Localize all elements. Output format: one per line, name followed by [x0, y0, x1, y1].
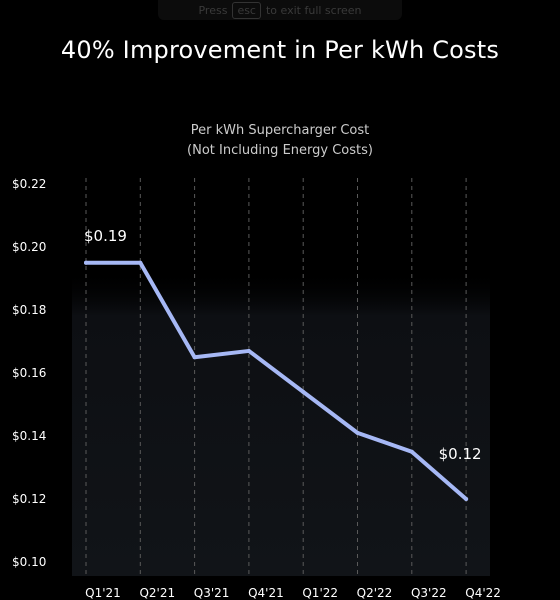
- x-axis-ticks: Q1'21 Q2'21 Q3'21 Q4'21 Q1'22 Q2'22 Q3'22 Q4'22: [85, 586, 501, 600]
- y-tick-label: $0.18: [12, 303, 46, 317]
- x-tick-label: Q1'21: [85, 586, 121, 600]
- data-point: [301, 389, 306, 394]
- slide-title: 40% Improvement in Per kWh Costs: [60, 36, 500, 64]
- y-tick-label: $0.22: [12, 177, 46, 191]
- x-tick-label: Q3'22: [411, 586, 447, 600]
- vertical-gridlines: [85, 178, 467, 578]
- series-line: [84, 260, 469, 501]
- data-label: $0.12: [439, 445, 482, 463]
- y-axis-ticks: $0.10 $0.12 $0.14 $0.16 $0.18 $0.20 $0.22: [12, 177, 46, 569]
- x-tick-label: Q4'22: [465, 586, 501, 600]
- chart-subtitle: (Not Including Energy Costs): [187, 143, 373, 158]
- x-tick-label: Q2'22: [357, 586, 393, 600]
- esc-key-hint[interactable]: esc: [232, 1, 261, 19]
- data-point: [355, 430, 360, 435]
- y-tick-label: $0.20: [12, 240, 46, 254]
- y-tick-label: $0.16: [12, 366, 46, 380]
- data-point: [192, 355, 197, 360]
- fullscreen-notice-before: Press: [198, 3, 228, 17]
- x-tick-label: Q3'21: [194, 586, 230, 600]
- data-point: [464, 497, 469, 501]
- plot-area: [72, 270, 490, 576]
- data-point: [409, 449, 414, 454]
- x-tick-label: Q2'21: [139, 586, 175, 600]
- data-point: [246, 348, 251, 353]
- data-point: [138, 260, 143, 265]
- y-tick-label: $0.14: [12, 429, 46, 443]
- y-tick-label: $0.10: [12, 555, 46, 569]
- fullscreen-notice-after: to exit full screen: [265, 3, 362, 17]
- fullscreen-notice: Press esc to exit full screen: [158, 0, 402, 20]
- x-tick-label: Q1'22: [302, 586, 338, 600]
- y-tick-label: $0.12: [12, 492, 46, 506]
- chart-title-block: Per kWh Supercharger Cost (Not Including…: [0, 121, 560, 161]
- data-point: [84, 260, 88, 265]
- x-tick-label: Q4'21: [248, 586, 284, 600]
- series-line-layer: [84, 260, 469, 501]
- data-label: $0.19: [84, 227, 127, 245]
- chart-title: Per kWh Supercharger Cost: [190, 123, 370, 138]
- annotations: $0.19 $0.12: [84, 227, 482, 463]
